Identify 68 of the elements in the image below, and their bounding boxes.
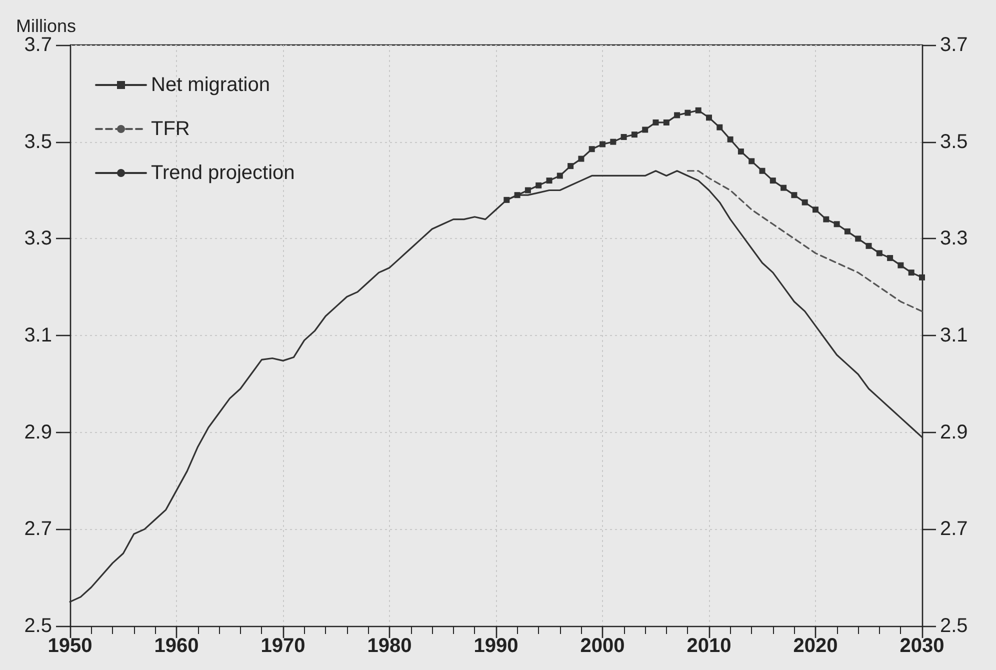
point bbox=[588, 146, 595, 152]
legend-label: Trend projection bbox=[151, 162, 295, 184]
x-tick-label: 1950 bbox=[48, 635, 92, 657]
point bbox=[684, 110, 691, 116]
point bbox=[919, 274, 925, 280]
y2-tick-label: 2.7 bbox=[940, 518, 968, 540]
y2-tick-label: 2.5 bbox=[940, 615, 968, 637]
point bbox=[770, 178, 776, 184]
y2-tick-label: 3.1 bbox=[940, 324, 968, 346]
point bbox=[748, 158, 755, 164]
x-tick-label: 2030 bbox=[900, 635, 944, 657]
point bbox=[802, 199, 808, 206]
point bbox=[876, 250, 882, 256]
point bbox=[556, 172, 563, 179]
x-tick-label: 1970 bbox=[260, 635, 306, 657]
y-tick-label: 3.5 bbox=[24, 130, 52, 153]
point bbox=[695, 107, 702, 114]
x-tick-label: 1980 bbox=[367, 635, 412, 657]
point bbox=[674, 112, 680, 118]
x-tick-label: 2000 bbox=[580, 635, 625, 657]
point bbox=[844, 228, 850, 234]
point bbox=[536, 182, 542, 188]
x-tick-label: 1990 bbox=[474, 635, 518, 657]
point bbox=[504, 196, 510, 203]
point bbox=[631, 132, 638, 138]
y-tick-label: 2.5 bbox=[24, 615, 52, 637]
point bbox=[600, 141, 606, 148]
point bbox=[780, 184, 787, 191]
y2-tick-label: 3.3 bbox=[940, 228, 968, 250]
point bbox=[610, 138, 616, 145]
point bbox=[642, 126, 648, 133]
point bbox=[514, 192, 520, 198]
point bbox=[706, 114, 712, 121]
x-tick-label: 1960 bbox=[154, 635, 199, 657]
point bbox=[866, 242, 872, 249]
line-series bbox=[686, 170, 923, 312]
point bbox=[546, 178, 552, 184]
point bbox=[908, 270, 914, 276]
point bbox=[823, 216, 830, 222]
point bbox=[578, 156, 584, 162]
y2-tick-label: 3.7 bbox=[940, 34, 968, 56]
point bbox=[568, 163, 574, 170]
point bbox=[855, 236, 862, 242]
y2-tick-label: 3.5 bbox=[940, 130, 968, 153]
point bbox=[898, 262, 904, 268]
point bbox=[791, 192, 798, 198]
point bbox=[727, 136, 734, 142]
point bbox=[524, 187, 531, 194]
y2-tick-label: 2.9 bbox=[940, 421, 968, 444]
point bbox=[663, 119, 670, 126]
x-tick-label: 2020 bbox=[793, 635, 838, 657]
legend-label: TFR bbox=[151, 118, 190, 140]
y-tick-label: 2.7 bbox=[24, 518, 52, 540]
y-tick-label: 3.1 bbox=[24, 324, 52, 346]
y-tick-label: 2.9 bbox=[24, 421, 52, 444]
point bbox=[652, 119, 659, 126]
point bbox=[716, 124, 723, 130]
y-tick-label: 3.3 bbox=[24, 228, 52, 250]
point bbox=[887, 255, 894, 262]
point bbox=[812, 206, 818, 213]
y-tick-label: 3.7 bbox=[24, 34, 52, 56]
legend-label: Net migration bbox=[151, 74, 270, 96]
point bbox=[834, 221, 840, 228]
point bbox=[738, 148, 744, 155]
y-axis-title: Millions bbox=[16, 16, 76, 36]
point bbox=[759, 168, 766, 174]
x-tick-label: 2010 bbox=[686, 635, 732, 657]
point bbox=[620, 134, 627, 140]
